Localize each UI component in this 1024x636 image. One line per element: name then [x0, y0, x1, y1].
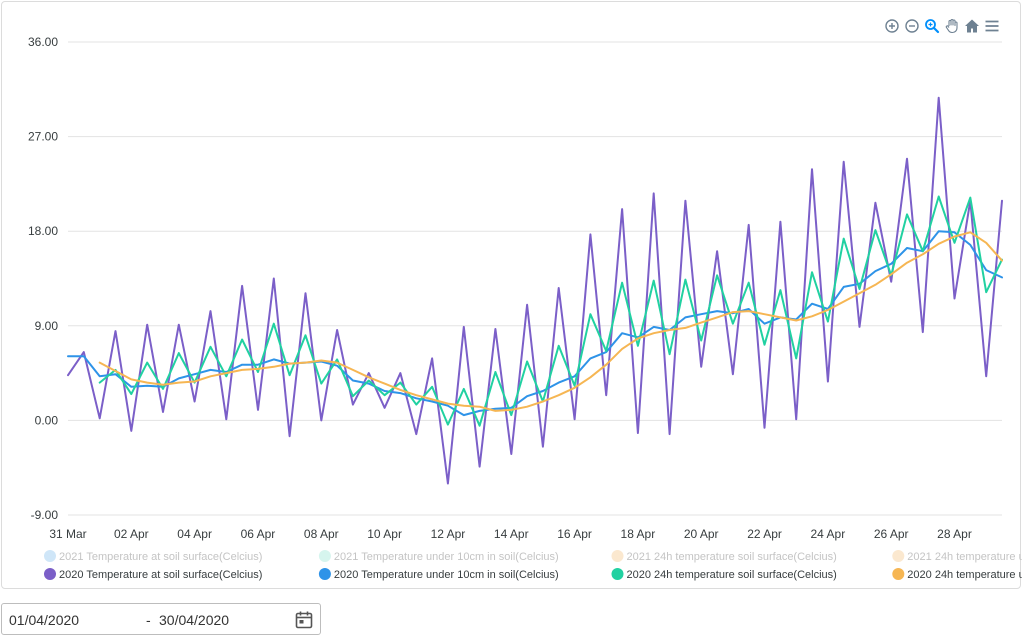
legend-item-label[interactable]: 2020 24h temperature under 10cm in soil(… — [907, 569, 1022, 581]
legend-item-label[interactable]: 2020 24h temperature soil surface(Celciu… — [627, 569, 837, 581]
zoom-out-icon[interactable] — [904, 18, 920, 34]
menu-icon[interactable] — [984, 18, 1000, 34]
date-to-field[interactable]: 30/04/2020 — [159, 612, 230, 628]
legend-item-label[interactable]: 2020 Temperature at soil surface(Celcius… — [59, 569, 262, 581]
legend-marker — [318, 568, 331, 580]
y-tick-label: 18.00 — [28, 224, 58, 238]
x-tick-label: 06 Apr — [241, 527, 276, 541]
x-tick-label: 20 Apr — [684, 527, 719, 541]
selection-zoom-icon[interactable] — [924, 18, 940, 34]
legend-marker — [44, 568, 56, 580]
y-tick-label: 27.00 — [28, 130, 58, 144]
legend-item-label[interactable]: 2021 Temperature at soil surface(Celcius… — [59, 551, 262, 563]
chart-toolbar — [884, 18, 1000, 34]
x-tick-label: 12 Apr — [431, 527, 466, 541]
legend-item-label[interactable]: 2021 24h temperature soil surface(Celciu… — [627, 551, 837, 563]
legend-marker — [892, 568, 905, 580]
x-tick-label: 22 Apr — [747, 527, 782, 541]
reset-home-icon[interactable] — [964, 18, 980, 34]
legend-item-label[interactable]: 2020 Temperature under 10cm in soil(Celc… — [334, 569, 559, 581]
legend-item-label[interactable]: 2021 24h temperature under 10cm in soil(… — [907, 551, 1022, 563]
x-tick-label: 08 Apr — [304, 527, 339, 541]
y-tick-label: -9.00 — [31, 508, 59, 522]
chart-card: -9.00 0.00 9.00 18.00 27.00 36.00 31 Mar 02 Apr… — [1, 1, 1022, 589]
legend-marker — [892, 550, 905, 562]
y-tick-label: 9.00 — [35, 319, 59, 333]
x-tick-label: 16 Apr — [557, 527, 592, 541]
x-tick-label: 14 Apr — [494, 527, 529, 541]
x-tick-label: 26 Apr — [874, 527, 909, 541]
x-tick-label: 31 Mar — [49, 527, 86, 541]
y-tick-label: 0.00 — [35, 413, 59, 427]
series-line-4 — [98, 231, 1003, 412]
date-separator: - — [146, 612, 151, 628]
legend-marker — [611, 550, 624, 562]
temperature-chart: -9.00 0.00 9.00 18.00 27.00 36.00 31 Mar 02 Apr… — [28, 35, 1022, 581]
x-tick-label: 24 Apr — [811, 527, 846, 541]
calendar-icon[interactable] — [294, 610, 314, 630]
legend-marker — [611, 568, 624, 580]
x-tick-label: 02 Apr — [114, 527, 149, 541]
x-tick-label: 28 Apr — [937, 527, 972, 541]
date-from-field[interactable]: 01/04/2020 — [9, 612, 80, 628]
legend-marker — [318, 550, 331, 562]
zoom-in-icon[interactable] — [884, 18, 900, 34]
date-range-picker[interactable]: 01/04/2020 - 30/04/2020 — [1, 603, 321, 635]
y-tick-label: 36.00 — [28, 35, 58, 49]
series-line-3 — [98, 195, 1003, 427]
legend-item-label[interactable]: 2021 Temperature under 10cm in soil(Celc… — [334, 551, 559, 563]
pan-icon[interactable] — [944, 18, 960, 34]
x-tick-label: 18 Apr — [621, 527, 656, 541]
x-tick-label: 04 Apr — [177, 527, 212, 541]
series-line-1 — [67, 96, 1003, 485]
x-tick-label: 10 Apr — [367, 527, 402, 541]
legend-marker — [44, 550, 56, 562]
